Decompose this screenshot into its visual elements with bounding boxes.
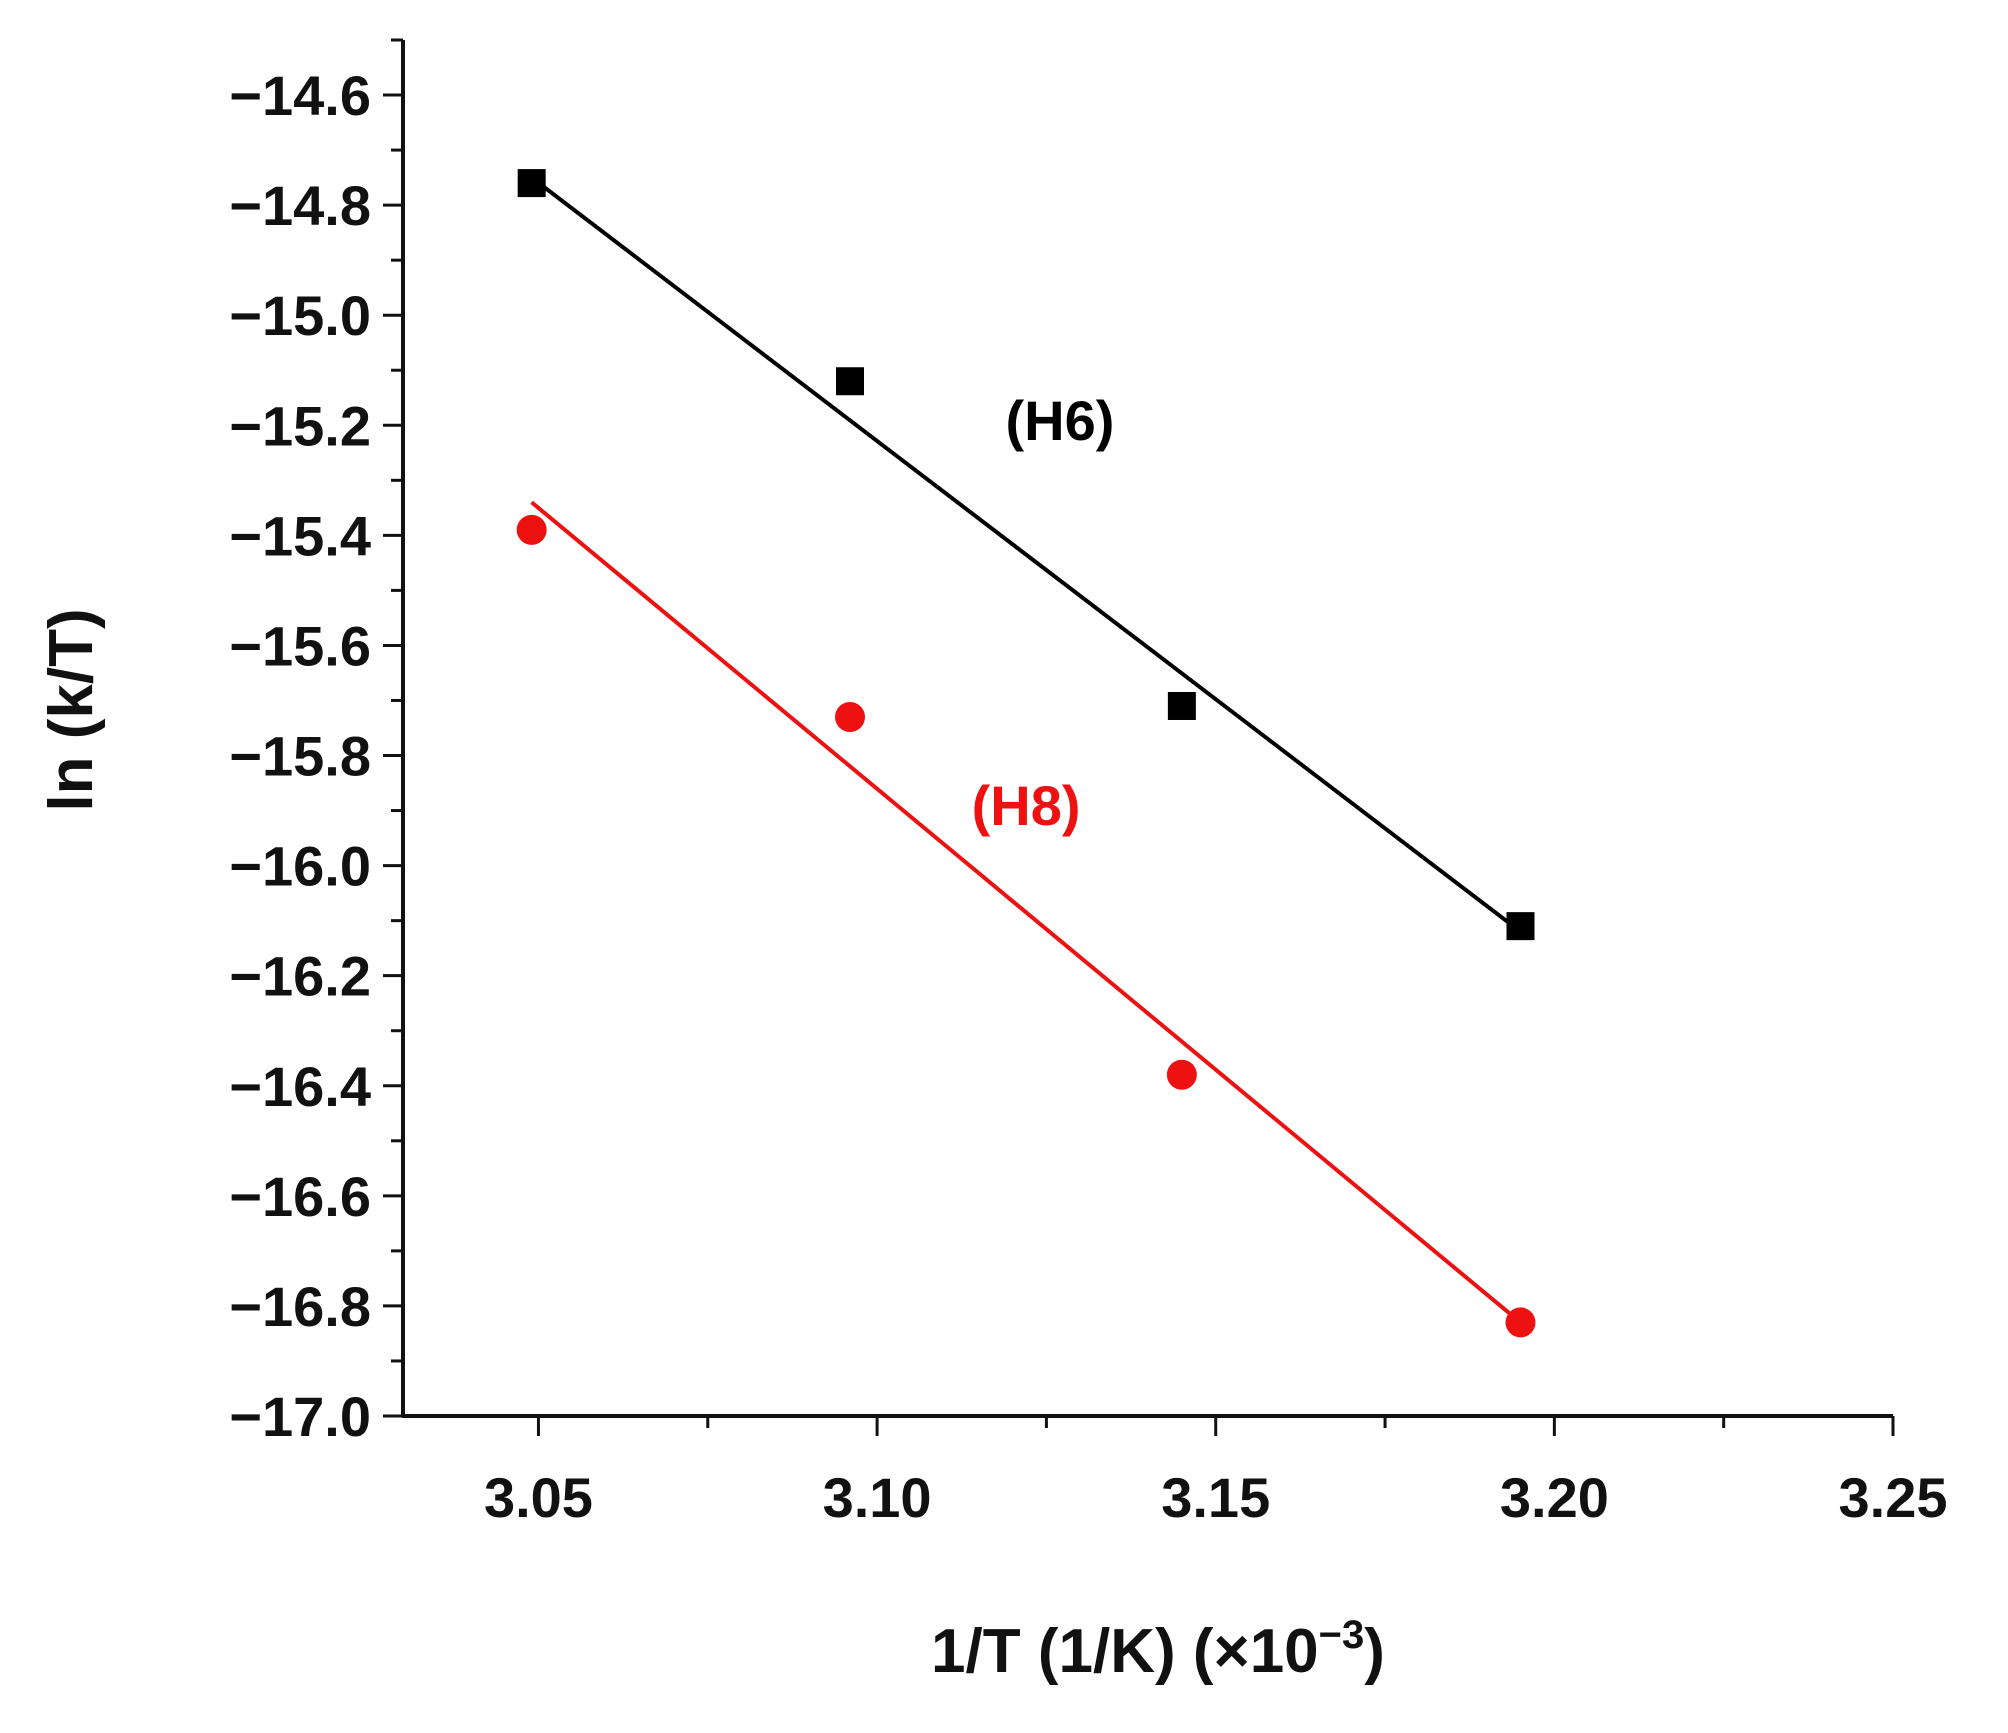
x-tick-label: 3.20 (1500, 1466, 1609, 1529)
data-point-h6 (1167, 691, 1196, 720)
x-axis-title-main: 1/T (1/K) (×10 (931, 1617, 1319, 1686)
x-axis-ticks: 3.05 3.10 3.15 3.20 3.25 (484, 1416, 1948, 1529)
y-tick-label: −16.6 (229, 1165, 371, 1228)
fit-line-h6 (530, 176, 1522, 934)
y-tick-label: −15.2 (229, 394, 371, 457)
y-tick-label: −17.0 (229, 1385, 371, 1448)
y-axis-title: ln (k/T) (37, 608, 106, 811)
y-tick-label: −16.2 (229, 945, 371, 1008)
data-point-h8 (516, 514, 547, 545)
x-tick-label: 3.05 (484, 1466, 593, 1529)
data-point-h8 (835, 701, 865, 732)
data-point-h6 (517, 169, 546, 198)
y-axis-ticks: −14.6 −14.8 −15.0 −15.2 −15.4 −15.6 −15.8 −16.0… (229, 38, 403, 1448)
data-point-h6 (1506, 912, 1535, 941)
x-axis-title-exponent: −3 (1319, 1613, 1365, 1657)
data-point-h8 (1166, 1059, 1197, 1090)
fit-line-h8 (530, 500, 1522, 1324)
y-tick-label: −14.8 (229, 174, 371, 237)
series-label-h6: (H6) (1006, 389, 1115, 452)
y-tick-label: −15.0 (229, 284, 371, 347)
y-tick-label: −15.4 (229, 504, 371, 567)
axes (401, 40, 1893, 1418)
x-axis-title: 1/T (1/K) (×10−3) (931, 1613, 1385, 1686)
series-label-h8: (H8) (972, 774, 1081, 837)
y-tick-label: −16.0 (229, 835, 371, 898)
y-tick-label: −14.6 (229, 64, 371, 127)
y-tick-label: −15.6 (229, 614, 371, 677)
x-tick-label: 3.10 (823, 1466, 932, 1529)
y-tick-label: −15.8 (229, 725, 371, 788)
series-labels: (H6) (H8) (972, 389, 1115, 837)
y-tick-label: −16.8 (229, 1275, 371, 1338)
x-tick-label: 3.15 (1161, 1466, 1270, 1529)
fit-lines (530, 176, 1522, 1324)
x-axis-title-close: ) (1364, 1617, 1385, 1686)
data-point-h8 (1505, 1307, 1536, 1338)
data-point-h6 (836, 367, 864, 396)
data-points (516, 169, 1536, 1338)
y-tick-label: −16.4 (229, 1055, 371, 1118)
x-tick-label: 3.25 (1839, 1466, 1948, 1529)
